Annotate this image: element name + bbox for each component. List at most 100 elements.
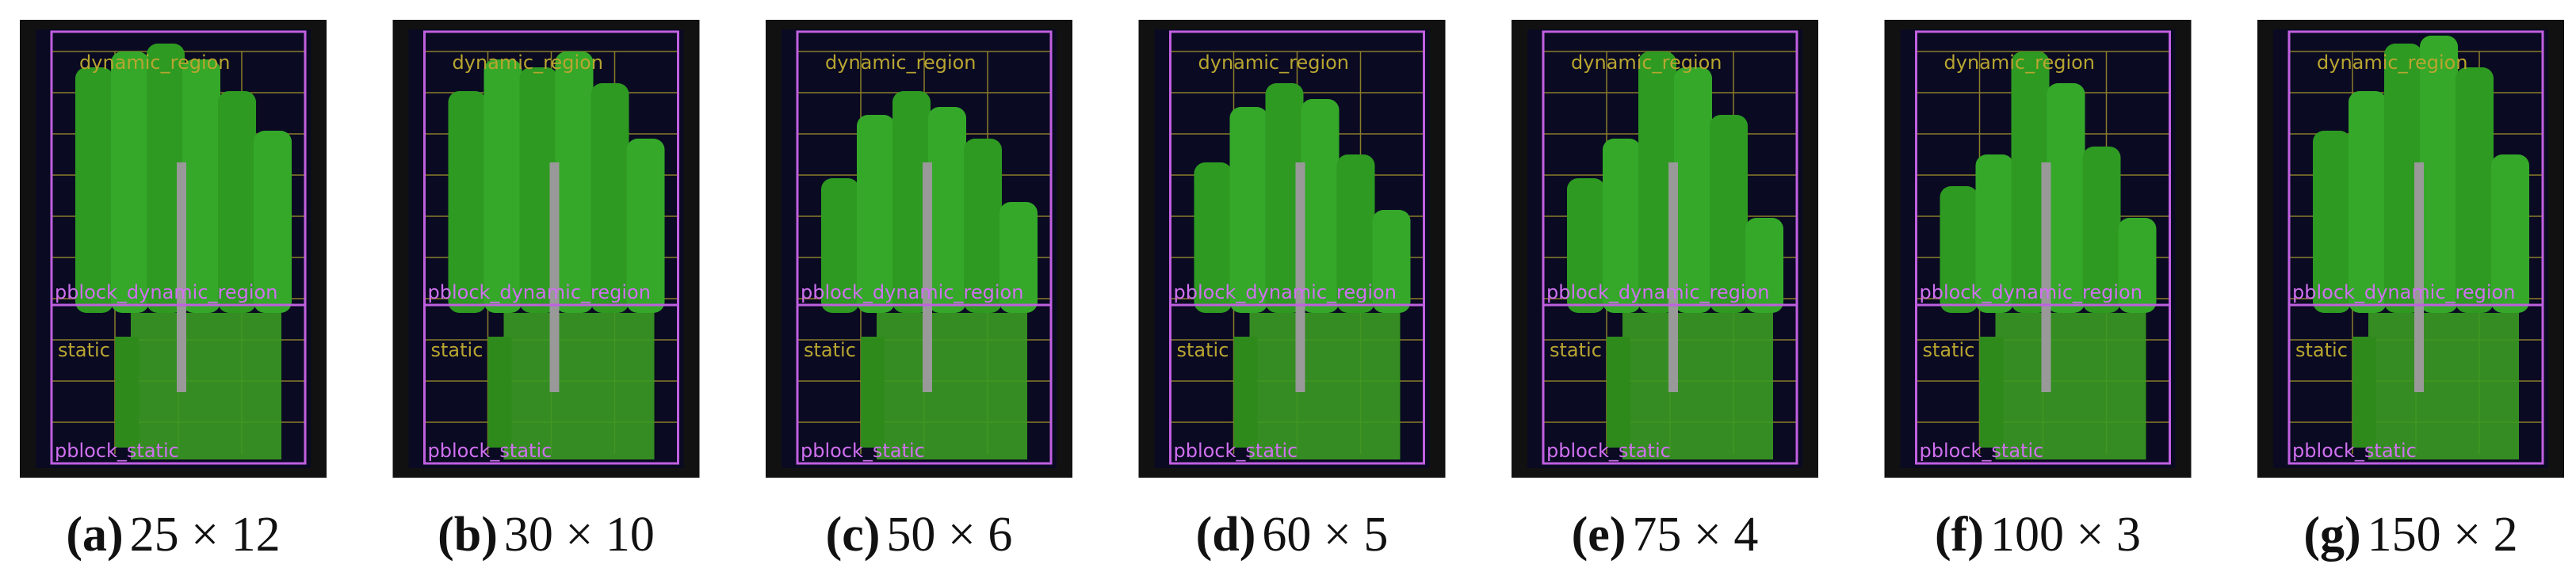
dynamic-logic [2082, 147, 2121, 313]
floorplan-panel: dynamic_region pblock_dynamic_regionstati… [766, 20, 1072, 478]
gray-bar [1668, 162, 1678, 392]
pblock-label: pblock_static [2292, 440, 2417, 462]
dynamic-logic [1940, 186, 1978, 313]
pblock-label: pblock_dynamic_region [2292, 281, 2515, 303]
dynamic-logic [626, 139, 665, 313]
pblock-label: pblock_dynamic_region [1920, 281, 2142, 303]
region-label: dynamic_region [453, 51, 604, 74]
caption-text: 25 × 12 [130, 508, 281, 562]
static-logic [115, 337, 139, 448]
static-logic [1995, 313, 2146, 459]
floorplan-panel: dynamic_region pblock_dynamic_regionstati… [392, 20, 700, 478]
static-logic [1979, 337, 2004, 448]
dynamic-logic [1265, 83, 1304, 313]
region-label: dynamic_region [2317, 51, 2468, 74]
caption-text: 60 × 5 [1262, 508, 1388, 562]
dynamic-logic [1975, 154, 2014, 313]
dynamic-logic [1229, 107, 1268, 313]
region-label: static [1550, 339, 1602, 361]
floorplan-panel: dynamic_region pblock_dynamic_regionstati… [2257, 20, 2564, 478]
static-logic [2352, 337, 2376, 448]
dynamic-logic [1336, 154, 1375, 313]
caption-label: (b) [438, 508, 498, 562]
pblock-label: pblock_dynamic_region [55, 281, 277, 303]
caption-text: 50 × 6 [886, 508, 1012, 562]
dynamic-logic [1372, 210, 1411, 313]
pblock-label: pblock_dynamic_region [1546, 281, 1769, 303]
dynamic-logic [1567, 178, 1605, 313]
dynamic-logic [2313, 131, 2351, 313]
pblock-label: pblock_static [1920, 440, 2044, 462]
dynamic-logic [928, 107, 966, 313]
region-label: static [431, 339, 483, 361]
region-label: dynamic_region [79, 51, 231, 74]
caption-label: (d) [1196, 508, 1256, 562]
pblock-static [1542, 303, 1798, 465]
floorplan-panel: dynamic_region pblock_dynamic_regionstati… [1512, 20, 1818, 478]
caption: (b) 30 × 10 [438, 508, 655, 562]
region-label: dynamic_region [1944, 51, 2096, 74]
caption: (f) 100 × 3 [1935, 508, 2141, 562]
dynamic-logic [999, 202, 1038, 313]
dynamic-logic [1301, 99, 1340, 313]
static-logic [1607, 337, 1630, 448]
static-logic [503, 313, 655, 459]
static-logic [877, 313, 1027, 459]
caption-label: (g) [2303, 508, 2360, 562]
floorplan-panel: dynamic_region pblock_dynamic_regionstati… [1884, 20, 2192, 478]
caption-label: (a) [66, 508, 123, 562]
caption: (c) 50 × 6 [826, 508, 1013, 562]
pblock-label: pblock_static [55, 440, 179, 462]
gray-bar [1295, 162, 1305, 392]
dynamic-logic [254, 131, 292, 313]
floorplan-panel: dynamic_region pblock_dynamic_regionstati… [1138, 20, 1446, 478]
static-logic [487, 337, 512, 448]
dynamic-logic [821, 178, 859, 313]
dynamic-logic [111, 51, 149, 313]
region-label: dynamic_region [825, 51, 977, 74]
dynamic-logic [2491, 154, 2529, 313]
caption-label: (f) [1935, 508, 1984, 562]
pblock-static [2287, 303, 2544, 465]
gray-bar [177, 162, 186, 392]
dynamic-logic [448, 91, 487, 313]
region-label: static [804, 339, 856, 361]
dynamic-logic [218, 91, 256, 313]
dynamic-logic [892, 91, 931, 313]
caption-text: 30 × 10 [504, 508, 655, 562]
dynamic-logic [1745, 218, 1783, 313]
gray-bar [2414, 162, 2424, 392]
dynamic-logic [2011, 51, 2050, 313]
region-label: static [1177, 339, 1229, 361]
static-logic [1233, 337, 1258, 448]
pblock-label: pblock_dynamic_region [801, 281, 1023, 303]
caption: (a) 25 × 12 [66, 508, 280, 562]
dynamic-logic [1638, 51, 1676, 313]
caption-text: 150 × 2 [2368, 508, 2518, 562]
region-label: static [58, 339, 110, 361]
static-logic [2368, 313, 2519, 459]
pblock-label: pblock_static [428, 440, 552, 462]
dynamic-logic [1710, 115, 1748, 313]
pblock-static [423, 303, 679, 465]
floorplan-panel: dynamic_region pblock_dynamic_regionstati… [20, 20, 327, 478]
pblock-static [1169, 303, 1425, 465]
caption-label: (c) [826, 508, 881, 562]
caption-text: 75 × 4 [1632, 508, 1758, 562]
dynamic-logic [1194, 162, 1233, 313]
pblock-label: pblock_dynamic_region [1174, 281, 1397, 303]
dynamic-logic [2118, 218, 2157, 313]
region-label: static [2295, 339, 2348, 361]
static-logic [1622, 313, 1773, 459]
region-label: dynamic_region [1198, 51, 1350, 74]
static-logic [131, 313, 281, 459]
caption-label: (e) [1572, 508, 1626, 562]
static-logic [1249, 313, 1401, 459]
dynamic-logic [147, 44, 185, 313]
region-label: dynamic_region [1571, 51, 1722, 74]
pblock-label: pblock_dynamic_region [428, 281, 651, 303]
dynamic-logic [2384, 44, 2422, 313]
region-label: static [1923, 339, 1975, 361]
